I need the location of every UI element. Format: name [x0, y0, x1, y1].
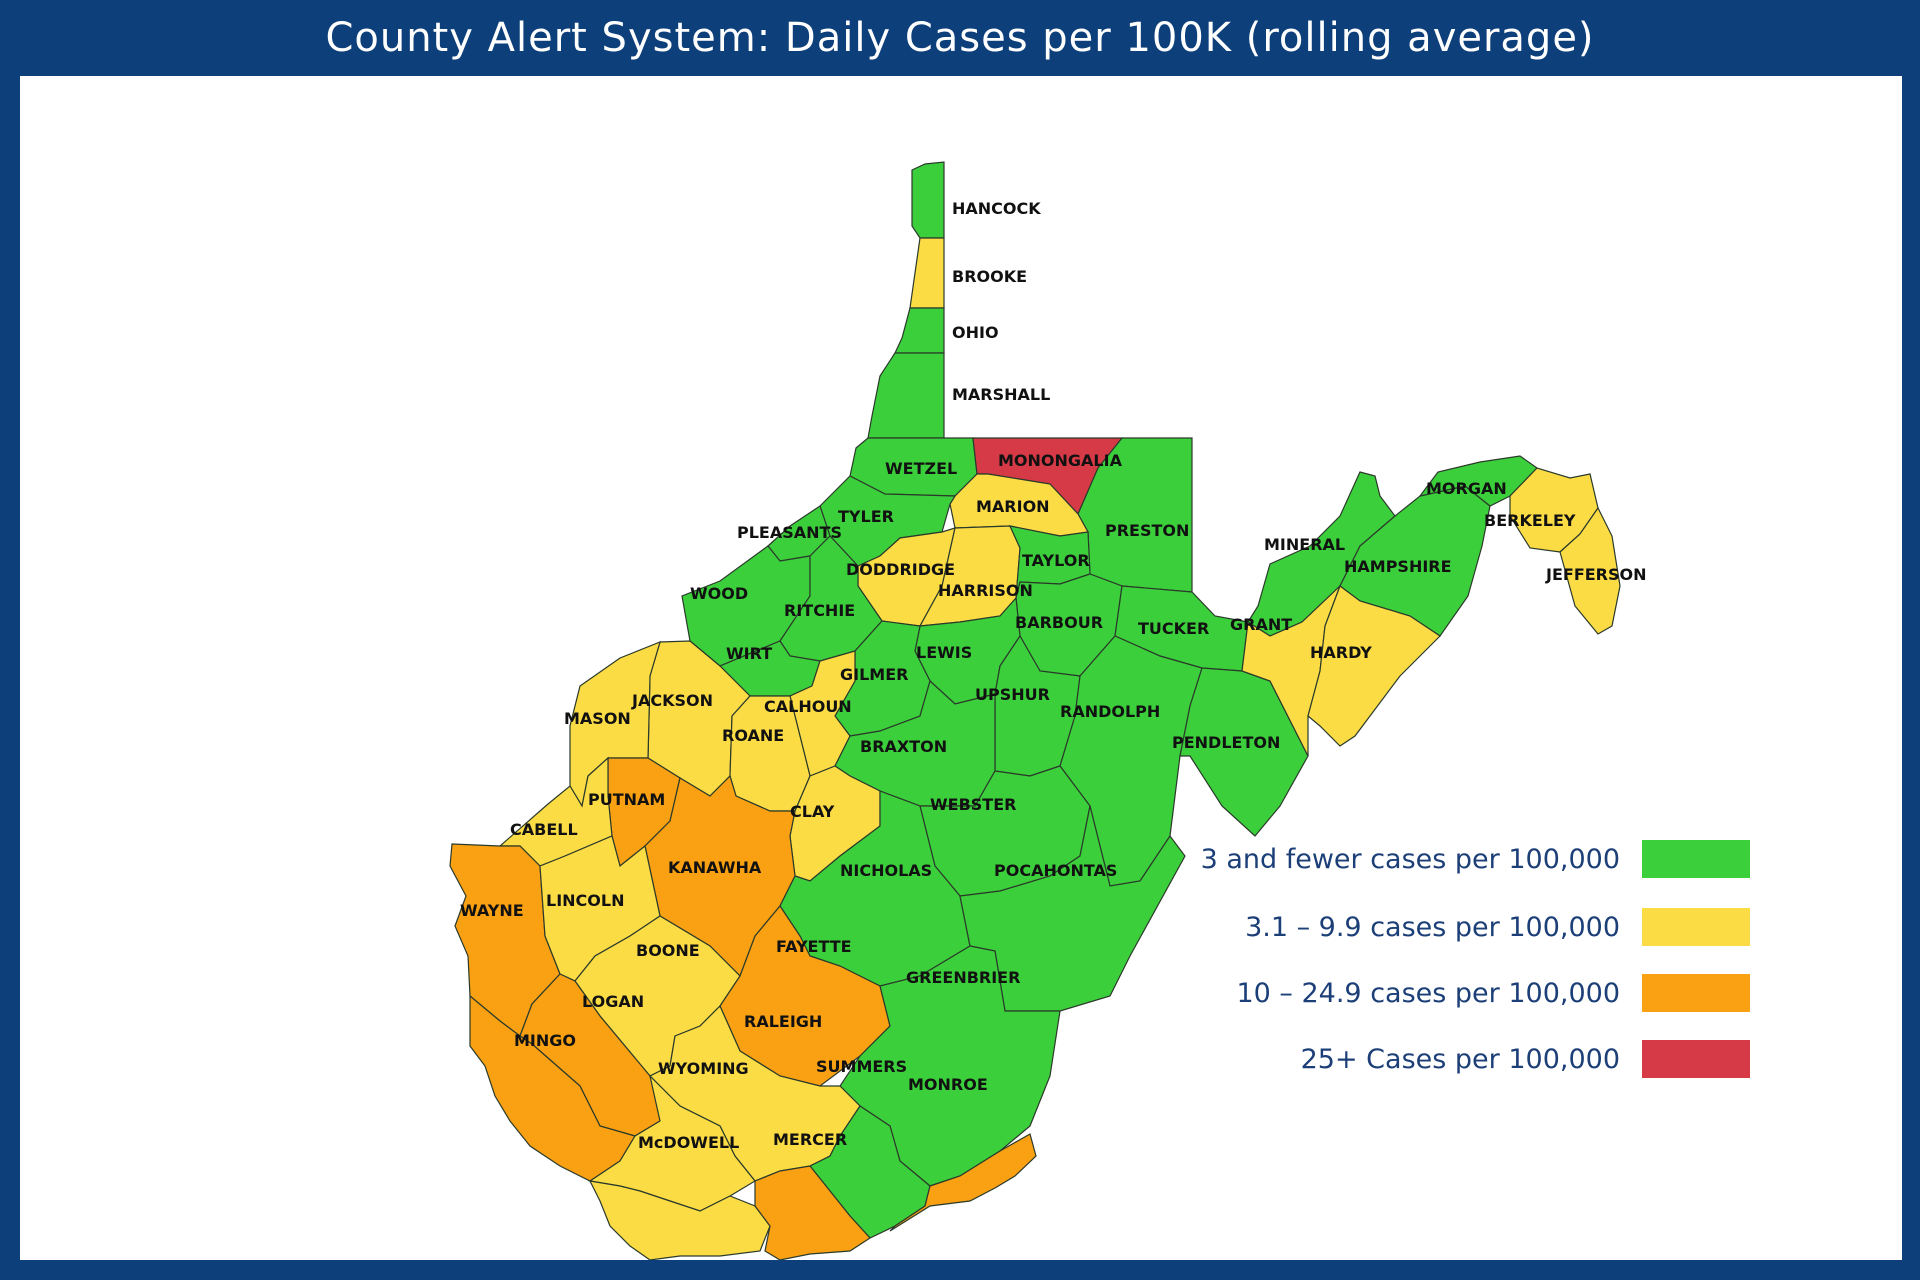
label-upshur: UPSHUR [975, 685, 1050, 704]
label-randolph: RANDOLPH [1060, 702, 1160, 721]
legend-swatch-red [1642, 1040, 1750, 1078]
label-pendleton: PENDLETON [1172, 733, 1280, 752]
county-shapes [449, 161, 1621, 1260]
label-webster: WEBSTER [930, 795, 1016, 814]
county-monroe [889, 1133, 1037, 1232]
label-marshall: MARSHALL [952, 385, 1050, 404]
label-calhoun: CALHOUN [764, 697, 852, 716]
legend-label: 10 – 24.9 cases per 100,000 [1236, 978, 1620, 1009]
county-mingo [469, 994, 636, 1182]
label-monongalia: MONONGALIA [998, 451, 1123, 470]
county-hardy [1307, 585, 1441, 747]
label-mineral: MINERAL [1264, 535, 1345, 554]
label-marion: MARION [976, 497, 1050, 516]
label-roane: ROANE [722, 726, 784, 745]
legend-swatch-green [1642, 840, 1750, 878]
legend-label: 25+ Cases per 100,000 [1300, 1044, 1620, 1075]
label-raleigh: RALEIGH [744, 1012, 822, 1031]
label-lewis: LEWIS [916, 643, 972, 662]
county-mcdowell [588, 1180, 771, 1260]
legend-item-orange: 10 – 24.9 cases per 100,000 [1150, 974, 1750, 1014]
label-wirt: WIRT [726, 644, 772, 663]
legend-item-yellow: 3.1 – 9.9 cases per 100,000 [1150, 908, 1750, 948]
label-pleasants: PLEASANTS [737, 523, 842, 542]
label-lincoln: LINCOLN [546, 891, 624, 910]
label-fayette: FAYETTE [776, 937, 852, 956]
label-mingo: MINGO [514, 1031, 576, 1050]
label-boone: BOONE [636, 941, 700, 960]
label-morgan: MORGAN [1426, 479, 1507, 498]
label-clay: CLAY [790, 802, 835, 821]
label-wetzel: WETZEL [885, 459, 957, 478]
county-mercer [754, 1165, 871, 1260]
label-tyler: TYLER [838, 507, 894, 526]
label-mcdowell: McDOWELL [638, 1133, 739, 1152]
west-virginia-map: HANCOCK BROOKE OHIO MARSHALL WETZEL MONO… [449, 161, 1647, 1260]
label-tucker: TUCKER [1138, 619, 1209, 638]
label-ritchie: RITCHIE [784, 601, 855, 620]
county-jefferson [1559, 506, 1621, 635]
label-taylor: TAYLOR [1022, 551, 1090, 570]
legend-label: 3 and fewer cases per 100,000 [1200, 844, 1620, 875]
county-hancock [911, 161, 945, 239]
label-brooke: BROOKE [952, 267, 1027, 286]
label-doddridge: DODDRIDGE [846, 560, 955, 579]
label-kanawha: KANAWHA [668, 858, 762, 877]
legend-item-green: 3 and fewer cases per 100,000 [1150, 840, 1750, 880]
legend-label: 3.1 – 9.9 cases per 100,000 [1245, 912, 1620, 943]
county-labels: HANCOCK BROOKE OHIO MARSHALL WETZEL MONO… [460, 199, 1647, 1152]
label-monroe: MONROE [908, 1075, 988, 1094]
county-brooke [909, 237, 945, 309]
legend-swatch-yellow [1642, 908, 1750, 946]
label-wood: WOOD [690, 584, 748, 603]
label-logan: LOGAN [582, 992, 644, 1011]
label-harrison: HARRISON [938, 581, 1033, 600]
county-marshall [867, 352, 945, 439]
county-fayette [719, 904, 891, 1087]
label-wyoming: WYOMING [658, 1059, 749, 1078]
label-mason: MASON [564, 709, 631, 728]
legend-item-red: 25+ Cases per 100,000 [1150, 1040, 1750, 1080]
label-barbour: BARBOUR [1015, 613, 1103, 632]
label-gilmer: GILMER [840, 665, 908, 684]
label-pocahontas: POCAHONTAS [994, 861, 1117, 880]
label-berkeley: BERKELEY [1484, 511, 1576, 530]
label-hampshire: HAMPSHIRE [1344, 557, 1452, 576]
label-mercer: MERCER [773, 1130, 847, 1149]
label-jackson: JACKSON [631, 691, 713, 710]
label-putnam: PUTNAM [588, 790, 665, 809]
legend-swatch-orange [1642, 974, 1750, 1012]
label-nicholas: NICHOLAS [840, 861, 932, 880]
label-ohio: OHIO [952, 323, 999, 342]
label-hancock: HANCOCK [952, 199, 1041, 218]
map-title: County Alert System: Daily Cases per 100… [325, 15, 1595, 61]
label-hardy: HARDY [1310, 643, 1372, 662]
label-grant: GRANT [1230, 615, 1292, 634]
label-braxton: BRAXTON [860, 737, 947, 756]
label-preston: PRESTON [1105, 521, 1189, 540]
label-jefferson: JEFFERSON [1545, 565, 1647, 584]
label-greenbrier: GREENBRIER [906, 968, 1020, 987]
label-summers: SUMMERS [816, 1057, 907, 1076]
label-cabell: CABELL [510, 820, 578, 839]
label-wayne: WAYNE [460, 901, 524, 920]
map-panel: HANCOCK BROOKE OHIO MARSHALL WETZEL MONO… [20, 76, 1902, 1260]
county-ohio [894, 307, 945, 354]
